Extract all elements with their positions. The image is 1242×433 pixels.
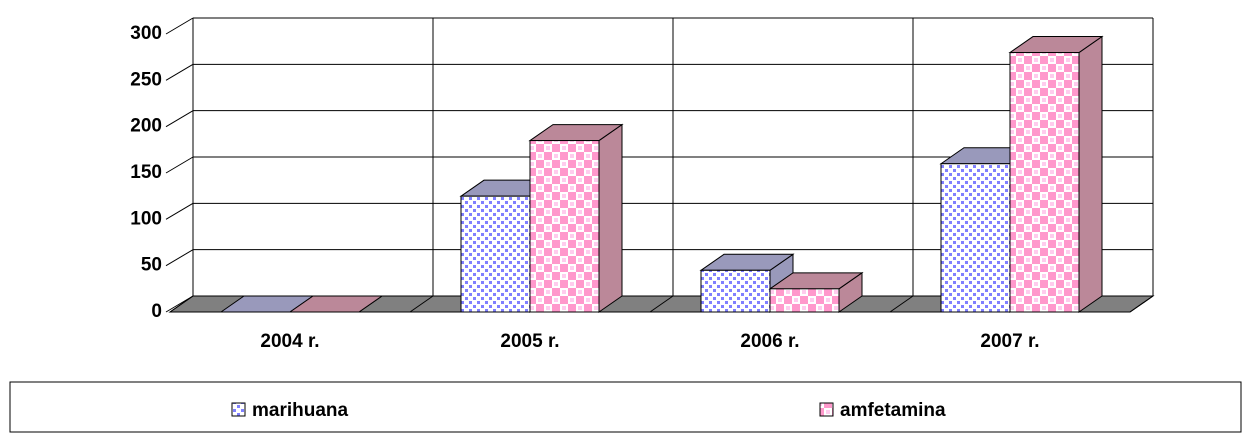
- bar: [1008, 35, 1104, 313]
- floor-divider: [889, 295, 914, 313]
- tick: [165, 249, 194, 267]
- floor-divider: [409, 295, 434, 313]
- x-tick-label: 2004 r.: [260, 331, 319, 352]
- bar: [528, 123, 624, 313]
- legend-box: [9, 381, 1242, 433]
- bar-front: [460, 195, 531, 313]
- tick: [165, 17, 194, 35]
- bar-side: [1078, 35, 1103, 313]
- y-tick-label: 0: [151, 301, 162, 322]
- y-tick-label: 250: [130, 69, 162, 90]
- floor-divider: [649, 295, 674, 313]
- x-tick-label: 2006 r.: [740, 331, 799, 352]
- tick: [165, 110, 194, 128]
- tick: [165, 63, 194, 81]
- bar-front: [1009, 52, 1080, 313]
- bar-front: [700, 269, 771, 313]
- floor-divider: [1129, 295, 1154, 313]
- y-tick-label: 200: [130, 116, 162, 137]
- bar-front: [769, 288, 840, 313]
- bar: [768, 271, 864, 313]
- legend-label: amfetamina: [840, 400, 946, 421]
- tick: [165, 156, 194, 174]
- bar-top: [288, 295, 384, 313]
- legend-swatch: [231, 402, 246, 417]
- y-tick-label: 150: [130, 162, 162, 183]
- bar: [288, 295, 384, 313]
- x-tick-label: 2007 r.: [980, 331, 1039, 352]
- y-tick-label: 300: [130, 23, 162, 44]
- x-tick-label: 2005 r.: [500, 331, 559, 352]
- floor-divider: [169, 295, 194, 313]
- bar-side: [598, 123, 623, 313]
- y-tick-label: 50: [141, 255, 162, 276]
- legend-label: marihuana: [252, 400, 349, 421]
- y-tick-label: 100: [130, 208, 162, 229]
- bar-front: [529, 140, 600, 313]
- bar: [699, 253, 795, 313]
- bar-front: [940, 163, 1011, 313]
- tick: [165, 202, 194, 220]
- legend-swatch: [819, 402, 834, 417]
